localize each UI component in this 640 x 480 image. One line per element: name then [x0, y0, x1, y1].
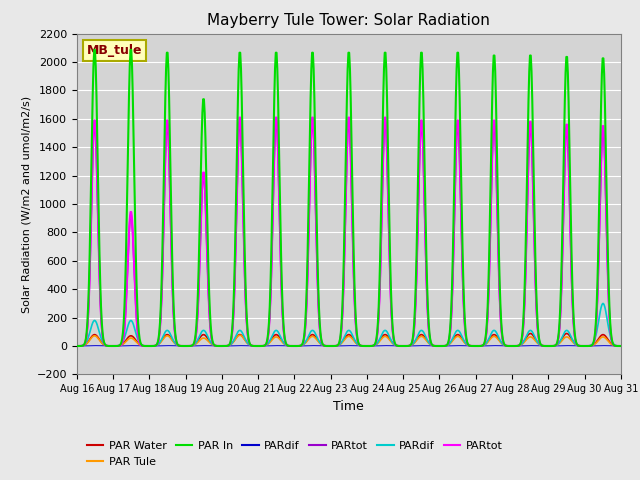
PARdif [140, 343, 147, 349]
X-axis label: Time: Time [333, 400, 364, 413]
PARtot [109, 343, 117, 349]
PARdif [431, 343, 439, 349]
PARdif [90, 343, 98, 348]
PAR In [617, 343, 625, 349]
Line: PARdif: PARdif [77, 303, 621, 346]
PARtot [433, 343, 440, 349]
PARtot [83, 333, 90, 339]
PAR In [73, 343, 81, 349]
PAR Tule [73, 343, 81, 349]
PAR Tule [109, 343, 117, 349]
PAR Tule [83, 341, 90, 347]
PARdif [223, 343, 231, 349]
PAR Water [526, 331, 534, 336]
PAR Tule [195, 338, 202, 344]
PARtot [223, 343, 231, 349]
PARdif [83, 343, 90, 349]
PARdif [73, 343, 81, 349]
PARtot [83, 333, 90, 338]
PAR In [83, 329, 90, 335]
PARtot [417, 130, 424, 135]
PAR In [433, 343, 440, 349]
PAR In [182, 343, 189, 349]
PARtot [236, 115, 244, 120]
PAR Water [195, 336, 202, 342]
PARtot [140, 343, 147, 349]
PAR Tule [417, 334, 424, 339]
Line: PAR Water: PAR Water [77, 334, 621, 346]
Legend: PAR Water, PAR Tule, PAR In, PARdif, PARtot, PARdif, PARtot: PAR Water, PAR Tule, PAR In, PARdif, PAR… [83, 437, 507, 471]
PAR Water [73, 343, 81, 349]
PARdif [145, 343, 153, 349]
PARtot [617, 343, 625, 349]
PAR Tule [223, 343, 231, 348]
PAR In [140, 343, 147, 349]
PARtot [109, 343, 117, 349]
PAR Water [617, 343, 625, 349]
PARtot [617, 343, 625, 349]
PARdif [617, 343, 625, 349]
Title: Mayberry Tule Tower: Solar Radiation: Mayberry Tule Tower: Solar Radiation [207, 13, 490, 28]
PARdif [223, 343, 231, 348]
PARtot [195, 289, 202, 295]
PARtot [73, 343, 81, 349]
Line: PARtot: PARtot [77, 122, 621, 346]
PARtot [140, 343, 147, 349]
Line: PARtot: PARtot [77, 118, 621, 346]
PAR In [417, 66, 424, 72]
PAR Tule [433, 343, 440, 349]
PAR In [91, 47, 99, 53]
PAR Water [109, 343, 117, 349]
PARtot [195, 290, 202, 296]
PARtot [417, 134, 424, 140]
Y-axis label: Solar Radiation (W/m2 and umol/m2/s): Solar Radiation (W/m2 and umol/m2/s) [21, 96, 31, 312]
PARdif [599, 300, 607, 306]
PAR Water [431, 343, 439, 349]
PARdif [416, 343, 424, 348]
PARtot [223, 343, 231, 349]
PARdif [416, 329, 424, 335]
PARdif [617, 343, 625, 349]
PARtot [433, 343, 440, 349]
PAR Tule [236, 332, 243, 338]
Text: MB_tule: MB_tule [86, 44, 142, 57]
PARdif [195, 343, 202, 348]
PAR Tule [140, 343, 147, 348]
PARdif [139, 343, 147, 348]
PAR In [224, 343, 232, 348]
Line: PAR In: PAR In [77, 50, 621, 346]
PARdif [73, 343, 81, 349]
PAR Tule [617, 343, 625, 349]
PARdif [195, 335, 202, 341]
Line: PAR Tule: PAR Tule [77, 335, 621, 346]
PAR Water [83, 340, 90, 346]
PARtot [236, 119, 244, 125]
PARdif [83, 338, 90, 344]
PAR In [196, 237, 204, 242]
PAR Water [140, 343, 147, 348]
PAR Water [223, 343, 231, 348]
PAR Water [416, 333, 424, 338]
PARtot [73, 343, 81, 349]
PARdif [431, 343, 439, 349]
